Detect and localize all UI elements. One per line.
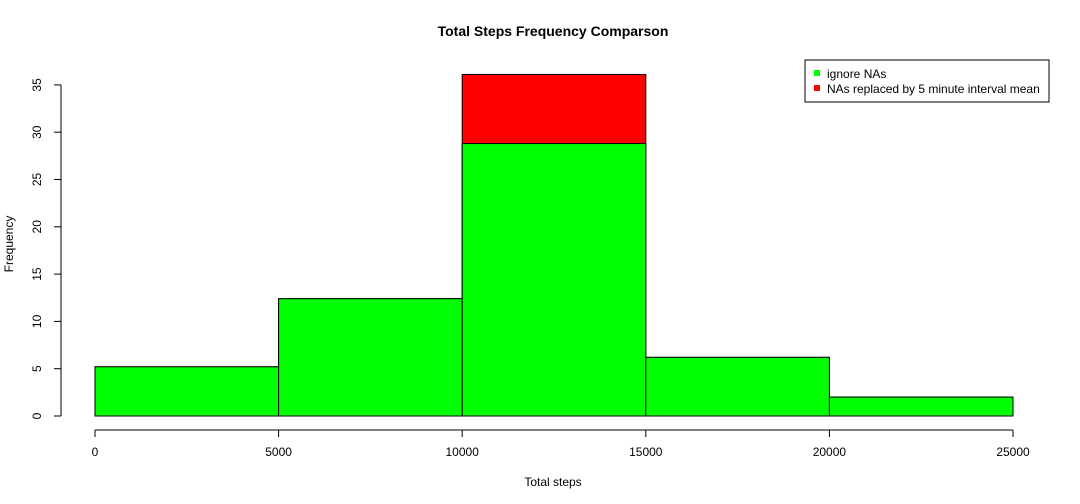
legend-swatch-1 — [814, 85, 820, 91]
legend-label-0: ignore NAs — [827, 67, 886, 81]
x-tick-label-4: 20000 — [813, 445, 847, 459]
bars-group — [94, 73, 1014, 417]
bar-series-1-bin-0 — [94, 366, 280, 417]
y-tick-label-1: 5 — [30, 365, 44, 372]
y-tick-label-2: 10 — [30, 314, 44, 328]
bar-series-1-bin-3 — [645, 356, 830, 417]
x-tick-label-0: 0 — [92, 445, 99, 459]
y-axis: 0 5 10 15 20 25 30 35 — [30, 78, 62, 419]
bar-series-1-bin-1 — [278, 298, 463, 417]
y-tick-label-5: 25 — [30, 173, 44, 187]
x-axis: 0 5000 10000 15000 20000 25000 — [92, 429, 1030, 459]
x-tick-label-3: 15000 — [629, 445, 663, 459]
y-tick-label-0: 0 — [30, 412, 44, 419]
x-axis-label: Total steps — [524, 475, 581, 489]
y-tick-label-7: 35 — [30, 78, 44, 92]
x-tick-label-2: 10000 — [446, 445, 480, 459]
y-axis-label: Frequency — [2, 216, 16, 273]
legend-box — [804, 59, 1050, 103]
x-tick-label-1: 5000 — [265, 445, 292, 459]
chart-title: Total Steps Frequency Comparson — [438, 23, 669, 39]
y-tick-label-6: 30 — [30, 125, 44, 139]
y-tick-label-4: 20 — [30, 220, 44, 234]
y-tick-label-3: 15 — [30, 267, 44, 281]
x-tick-label-5: 25000 — [996, 445, 1030, 459]
bar-series-1-bin-4 — [828, 396, 1014, 417]
legend-swatch-0 — [814, 70, 820, 76]
bar-series-1-bin-2 — [461, 143, 647, 417]
legend-label-1: NAs replaced by 5 minute interval mean — [827, 82, 1040, 96]
